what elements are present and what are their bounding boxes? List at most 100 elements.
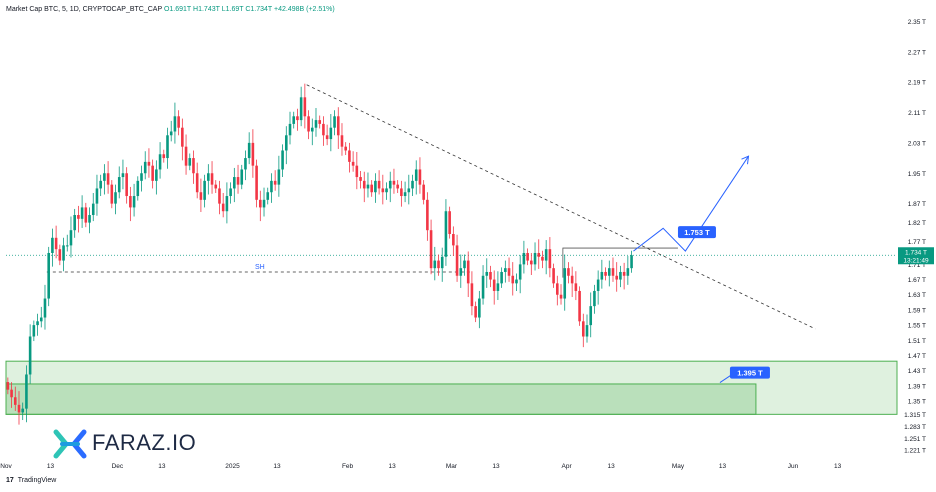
candle-body [158,154,162,170]
candle-body [32,325,36,337]
y-tick-label: 1.71 T [908,262,926,269]
candle-body [589,306,593,326]
candle-body [530,260,533,265]
candle-body [466,260,470,284]
candle-body [299,97,303,121]
candle-body [225,196,229,212]
candle-body [585,325,589,337]
candle-body [54,237,58,250]
candle-body [62,245,65,261]
candle-body [533,252,537,265]
candle-body [348,150,351,162]
support-label-box [729,366,770,379]
candle-body [310,127,314,132]
support-label: 1.395 T [737,369,763,378]
candle-body [151,165,154,181]
candle-body [77,215,80,219]
candle-body [366,184,370,189]
candle-body [173,116,177,132]
y-tick-label: 2.35 T [908,19,926,26]
candle-body [129,196,132,208]
x-tick-label: 13 [388,463,396,470]
candle-body [21,408,25,413]
x-tick-label: Dec [112,463,124,470]
y-tick-label: 1.95 T [908,171,926,178]
candle-body [140,173,143,181]
y-tick-label: 1.39 T [908,383,926,390]
candle-body [236,177,240,185]
candle-body [359,177,362,181]
candle-body [114,192,117,204]
candle-body [526,252,529,261]
candle-body [91,203,95,216]
x-tick-label: Mar [446,463,458,470]
candle-body [507,268,511,276]
y-tick-label: 1.221 T [904,448,926,455]
candle-body [630,255,633,269]
candle-body [407,188,411,193]
candle-body [88,215,91,223]
candle-body [69,230,73,246]
candle-body [10,389,13,398]
candle-body [596,279,600,291]
tradingview-credit[interactable]: 17 TradingView [6,477,56,484]
candle-body [192,158,195,174]
candle-body [426,199,429,231]
candle-body [247,142,251,159]
candle-body [181,127,184,147]
candle-body [95,188,99,204]
candle-body [444,211,448,257]
candle-body [73,215,76,231]
candle-body [117,177,121,193]
candle-body [600,271,604,280]
y-tick-label: 1.59 T [908,307,926,314]
candle-body [203,180,206,200]
candle-body [518,264,522,280]
candle-body [214,184,218,189]
candle-body [504,268,507,272]
candle-body [125,173,128,197]
y-tick-label: 1.63 T [908,292,926,299]
candle-body [229,188,232,197]
x-tick-label: Feb [342,463,354,470]
candle-body [318,120,322,124]
candle-body [374,180,377,193]
candle-body [233,177,236,189]
time-axis: Nov 13 Dec 13 2025 13 Feb 13 Mar 13 Apr 13 May 13 Jun 1… [0,463,841,470]
candle-body [25,374,28,409]
candle-body [325,135,329,140]
ohlc-high: H1.743T [193,6,220,13]
candle-body [207,173,210,181]
x-tick-label: 13 [47,463,55,470]
candle-body [396,184,399,189]
candle-body [474,306,477,318]
candle-body [322,123,325,136]
candle-body [284,135,288,151]
candle-body [240,169,244,185]
candle-body [370,184,373,193]
candle-body [99,180,102,189]
candle-body [132,196,136,208]
candle-body [362,180,366,189]
candle-body [515,279,518,284]
candle-body [619,271,622,280]
y-tick-label: 2.19 T [908,80,926,87]
y-tick-label: 2.11 T [908,110,926,117]
target-label: 1.753 T [684,228,710,237]
candle-body [429,230,433,269]
candle-body [292,116,296,124]
candle-body [51,237,54,253]
candle-body [221,203,225,212]
candle-body [251,142,255,166]
x-tick-label: 13 [158,463,166,470]
trendline [306,84,816,330]
y-tick-label: 1.51 T [908,338,926,345]
candle-body [485,271,489,276]
ohlc-change: +42.498B (+2.51%) [274,6,335,13]
candle-body [537,252,541,257]
candle-body [418,169,422,185]
symbol-title: Market Cap BTC, 5, 1D, CRYPTOCAP_BTC_CAP [6,6,162,13]
candle-body [195,173,199,193]
candle-body [622,271,626,276]
